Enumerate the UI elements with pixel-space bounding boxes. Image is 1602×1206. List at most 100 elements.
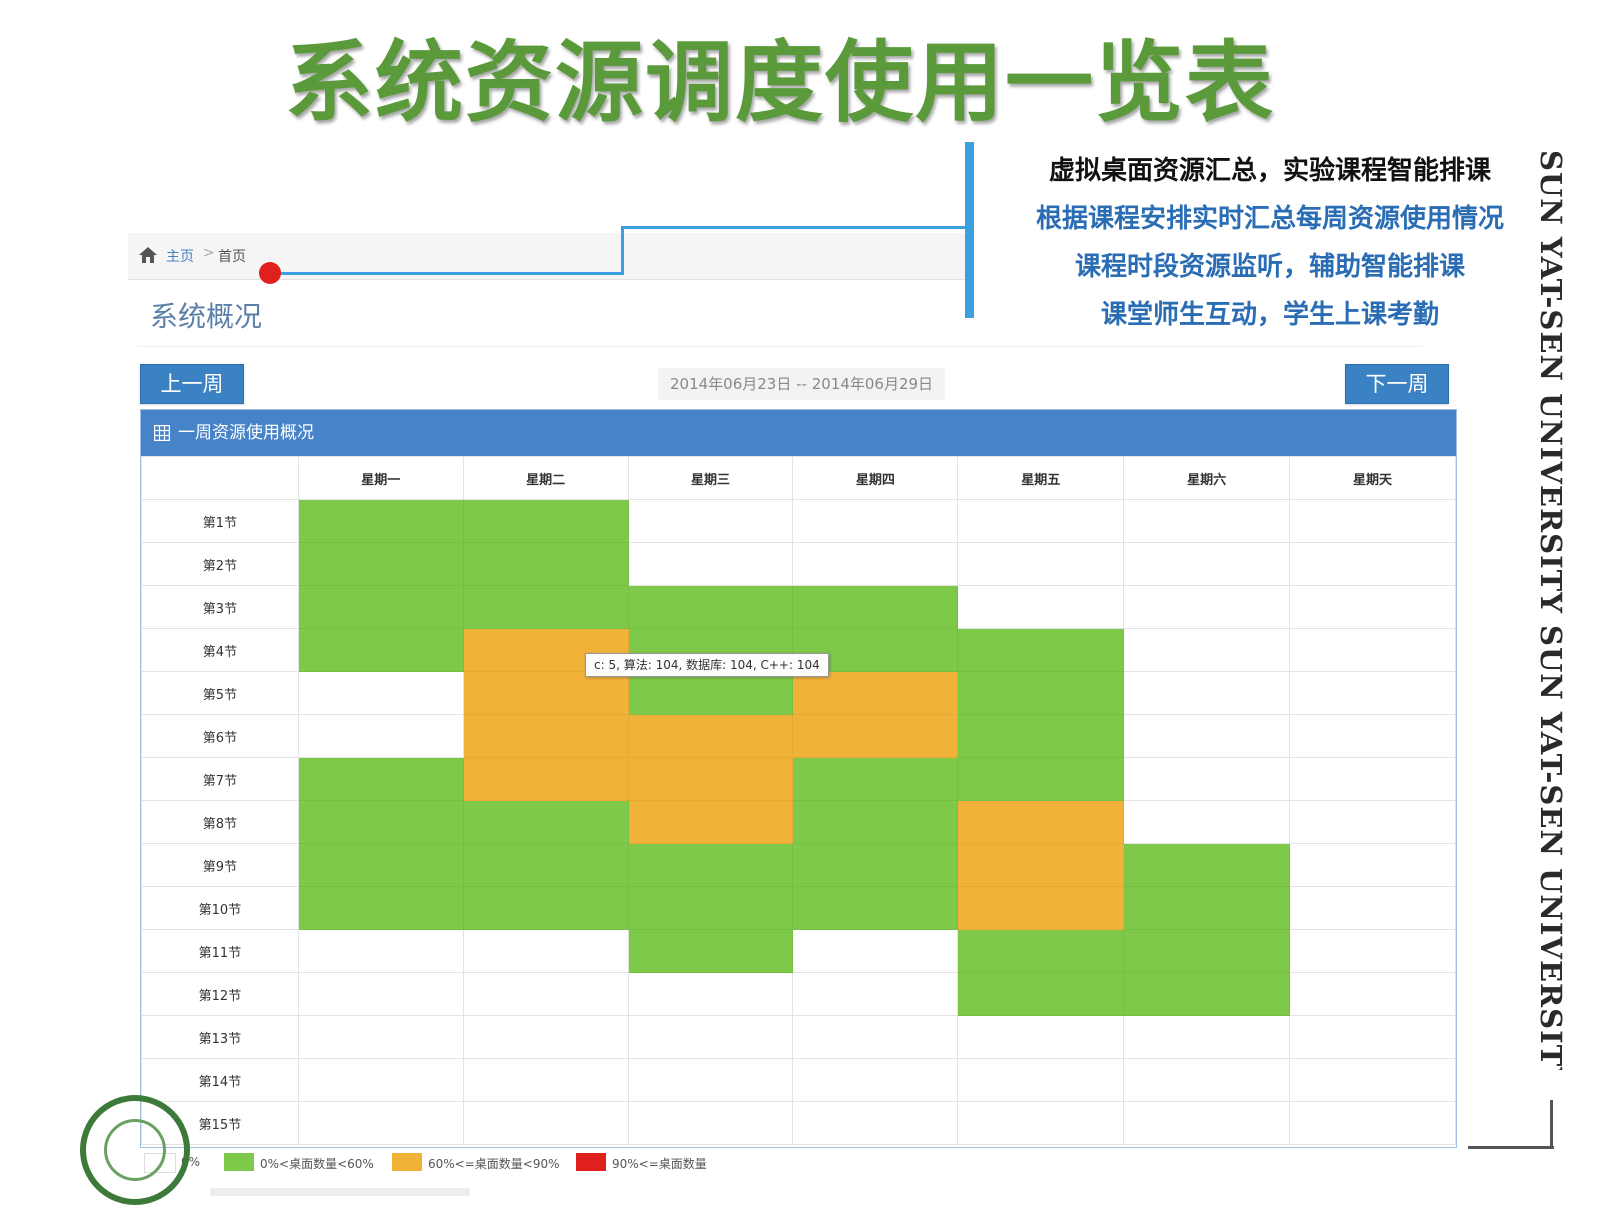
- usage-cell[interactable]: [297, 1015, 464, 1059]
- usage-cell[interactable]: [1123, 800, 1291, 844]
- usage-cell[interactable]: [297, 628, 464, 672]
- usage-cell[interactable]: [627, 714, 794, 758]
- usage-cell[interactable]: [1289, 671, 1456, 715]
- usage-cell[interactable]: [462, 1101, 629, 1145]
- prev-week-button[interactable]: 上一周: [140, 364, 244, 404]
- usage-cell[interactable]: [462, 972, 629, 1016]
- usage-cell[interactable]: [957, 929, 1125, 973]
- usage-cell[interactable]: [462, 757, 629, 801]
- usage-cell[interactable]: [957, 671, 1125, 715]
- usage-cell[interactable]: [1289, 628, 1456, 672]
- usage-cell[interactable]: [1289, 1058, 1456, 1102]
- usage-cell[interactable]: [792, 542, 959, 586]
- usage-cell[interactable]: [627, 585, 794, 629]
- usage-cell[interactable]: [792, 757, 959, 801]
- usage-cell[interactable]: [627, 1058, 794, 1102]
- usage-cell[interactable]: [1123, 929, 1291, 973]
- usage-cell[interactable]: [627, 671, 794, 715]
- usage-cell[interactable]: [957, 886, 1125, 930]
- usage-cell[interactable]: [627, 929, 794, 973]
- usage-cell[interactable]: [792, 585, 959, 629]
- usage-cell[interactable]: [627, 757, 794, 801]
- usage-cell[interactable]: [1289, 714, 1456, 758]
- usage-cell[interactable]: [1289, 585, 1456, 629]
- usage-cell[interactable]: [957, 628, 1125, 672]
- usage-cell[interactable]: [792, 499, 959, 543]
- usage-cell[interactable]: [957, 1058, 1125, 1102]
- usage-cell[interactable]: [462, 499, 629, 543]
- usage-cell[interactable]: [1123, 972, 1291, 1016]
- home-icon[interactable]: [138, 245, 158, 265]
- usage-cell[interactable]: [462, 1015, 629, 1059]
- usage-cell[interactable]: [957, 800, 1125, 844]
- usage-cell[interactable]: [1289, 886, 1456, 930]
- usage-cell[interactable]: [1123, 1101, 1291, 1145]
- usage-cell[interactable]: [792, 1058, 959, 1102]
- usage-cell[interactable]: [1123, 714, 1291, 758]
- usage-cell[interactable]: [792, 800, 959, 844]
- usage-cell[interactable]: [792, 972, 959, 1016]
- usage-cell[interactable]: [297, 757, 464, 801]
- usage-cell[interactable]: [462, 886, 629, 930]
- usage-cell[interactable]: [627, 499, 794, 543]
- usage-cell[interactable]: [462, 628, 629, 672]
- usage-cell[interactable]: [1289, 542, 1456, 586]
- usage-cell[interactable]: [1123, 542, 1291, 586]
- usage-cell[interactable]: [297, 1058, 464, 1102]
- usage-cell[interactable]: [1123, 628, 1291, 672]
- usage-cell[interactable]: [792, 714, 959, 758]
- usage-cell[interactable]: [957, 757, 1125, 801]
- usage-cell[interactable]: [627, 972, 794, 1016]
- usage-cell[interactable]: [792, 671, 959, 715]
- usage-cell[interactable]: [462, 585, 629, 629]
- usage-cell[interactable]: [297, 499, 464, 543]
- usage-cell[interactable]: [462, 929, 629, 973]
- usage-cell[interactable]: [297, 714, 464, 758]
- usage-cell[interactable]: [627, 542, 794, 586]
- usage-cell[interactable]: [1289, 929, 1456, 973]
- usage-cell[interactable]: [792, 929, 959, 973]
- usage-cell[interactable]: [1123, 499, 1291, 543]
- usage-cell[interactable]: [297, 843, 464, 887]
- usage-cell[interactable]: [1289, 843, 1456, 887]
- usage-cell[interactable]: [462, 671, 629, 715]
- usage-cell[interactable]: [297, 972, 464, 1016]
- usage-cell[interactable]: [792, 1101, 959, 1145]
- usage-cell[interactable]: [1289, 1101, 1456, 1145]
- usage-cell[interactable]: [627, 800, 794, 844]
- usage-cell[interactable]: [1289, 972, 1456, 1016]
- usage-cell[interactable]: [627, 886, 794, 930]
- usage-cell[interactable]: [1123, 843, 1291, 887]
- usage-cell[interactable]: [297, 542, 464, 586]
- usage-cell[interactable]: [1123, 757, 1291, 801]
- usage-cell[interactable]: [627, 843, 794, 887]
- usage-cell[interactable]: [462, 1058, 629, 1102]
- usage-cell[interactable]: [1289, 1015, 1456, 1059]
- usage-cell[interactable]: [1123, 585, 1291, 629]
- usage-cell[interactable]: [297, 929, 464, 973]
- usage-cell[interactable]: [1123, 1015, 1291, 1059]
- usage-cell[interactable]: [297, 886, 464, 930]
- usage-cell[interactable]: [1123, 886, 1291, 930]
- usage-cell[interactable]: [1289, 499, 1456, 543]
- usage-cell[interactable]: [297, 800, 464, 844]
- usage-cell[interactable]: [957, 1101, 1125, 1145]
- usage-cell[interactable]: [792, 1015, 959, 1059]
- usage-cell[interactable]: [1123, 671, 1291, 715]
- usage-cell[interactable]: [627, 1015, 794, 1059]
- breadcrumb-home-link[interactable]: 主页: [166, 249, 194, 265]
- usage-cell[interactable]: [1289, 800, 1456, 844]
- usage-cell[interactable]: [957, 843, 1125, 887]
- next-week-button[interactable]: 下一周: [1345, 364, 1449, 404]
- usage-cell[interactable]: [957, 542, 1125, 586]
- usage-cell[interactable]: [957, 714, 1125, 758]
- usage-cell[interactable]: [792, 843, 959, 887]
- usage-cell[interactable]: [462, 843, 629, 887]
- usage-cell[interactable]: [1289, 757, 1456, 801]
- usage-cell[interactable]: [462, 800, 629, 844]
- usage-cell[interactable]: [297, 671, 464, 715]
- usage-cell[interactable]: [792, 886, 959, 930]
- usage-cell[interactable]: [957, 1015, 1125, 1059]
- usage-cell[interactable]: [957, 972, 1125, 1016]
- usage-cell[interactable]: [1123, 1058, 1291, 1102]
